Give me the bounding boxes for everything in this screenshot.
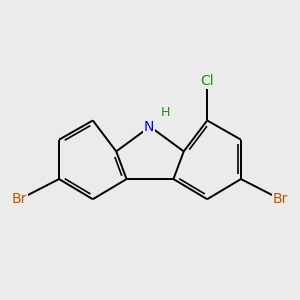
Text: Br: Br	[12, 192, 27, 206]
Text: H: H	[160, 106, 170, 119]
Text: Br: Br	[273, 192, 288, 206]
Text: Cl: Cl	[200, 74, 214, 88]
Text: N: N	[144, 120, 154, 134]
